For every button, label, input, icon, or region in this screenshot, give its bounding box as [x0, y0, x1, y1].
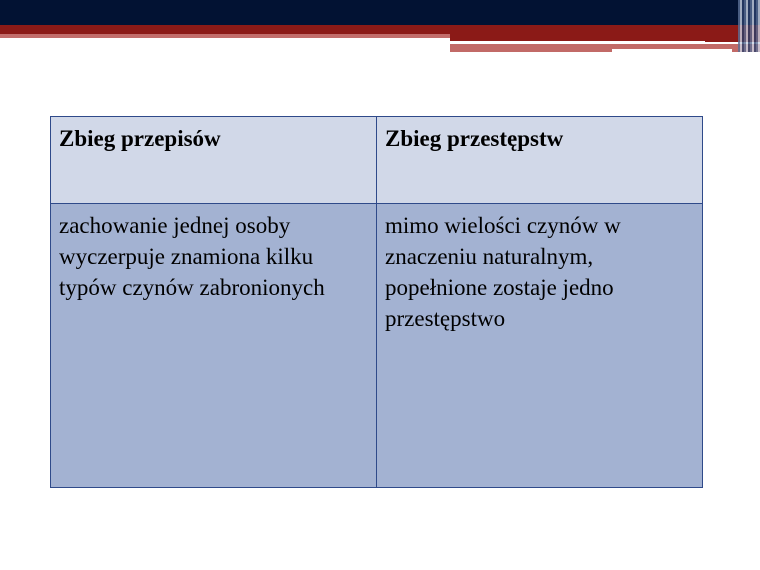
- decor-line: [450, 41, 705, 43]
- decor-stripes: [738, 0, 760, 52]
- header-cell: Zbieg przepisów: [50, 116, 377, 204]
- decor-bar: [0, 25, 760, 34]
- decor-bar: [450, 34, 760, 42]
- table-cell: zachowanie jednej osoby wyczerpuje znami…: [50, 203, 377, 488]
- decor-line: [612, 49, 732, 53]
- decor-bar: [0, 34, 450, 38]
- decor-bar: [450, 44, 760, 52]
- comparison-table: Zbieg przepisów Zbieg przestępstw zachow…: [50, 116, 703, 488]
- table-cell: mimo wielości czynów w znaczeniu natural…: [376, 203, 703, 488]
- top-banner: [0, 0, 760, 25]
- table-header-row: Zbieg przepisów Zbieg przestępstw: [50, 116, 703, 204]
- header-cell: Zbieg przestępstw: [376, 116, 703, 204]
- table-row: zachowanie jednej osoby wyczerpuje znami…: [50, 203, 703, 488]
